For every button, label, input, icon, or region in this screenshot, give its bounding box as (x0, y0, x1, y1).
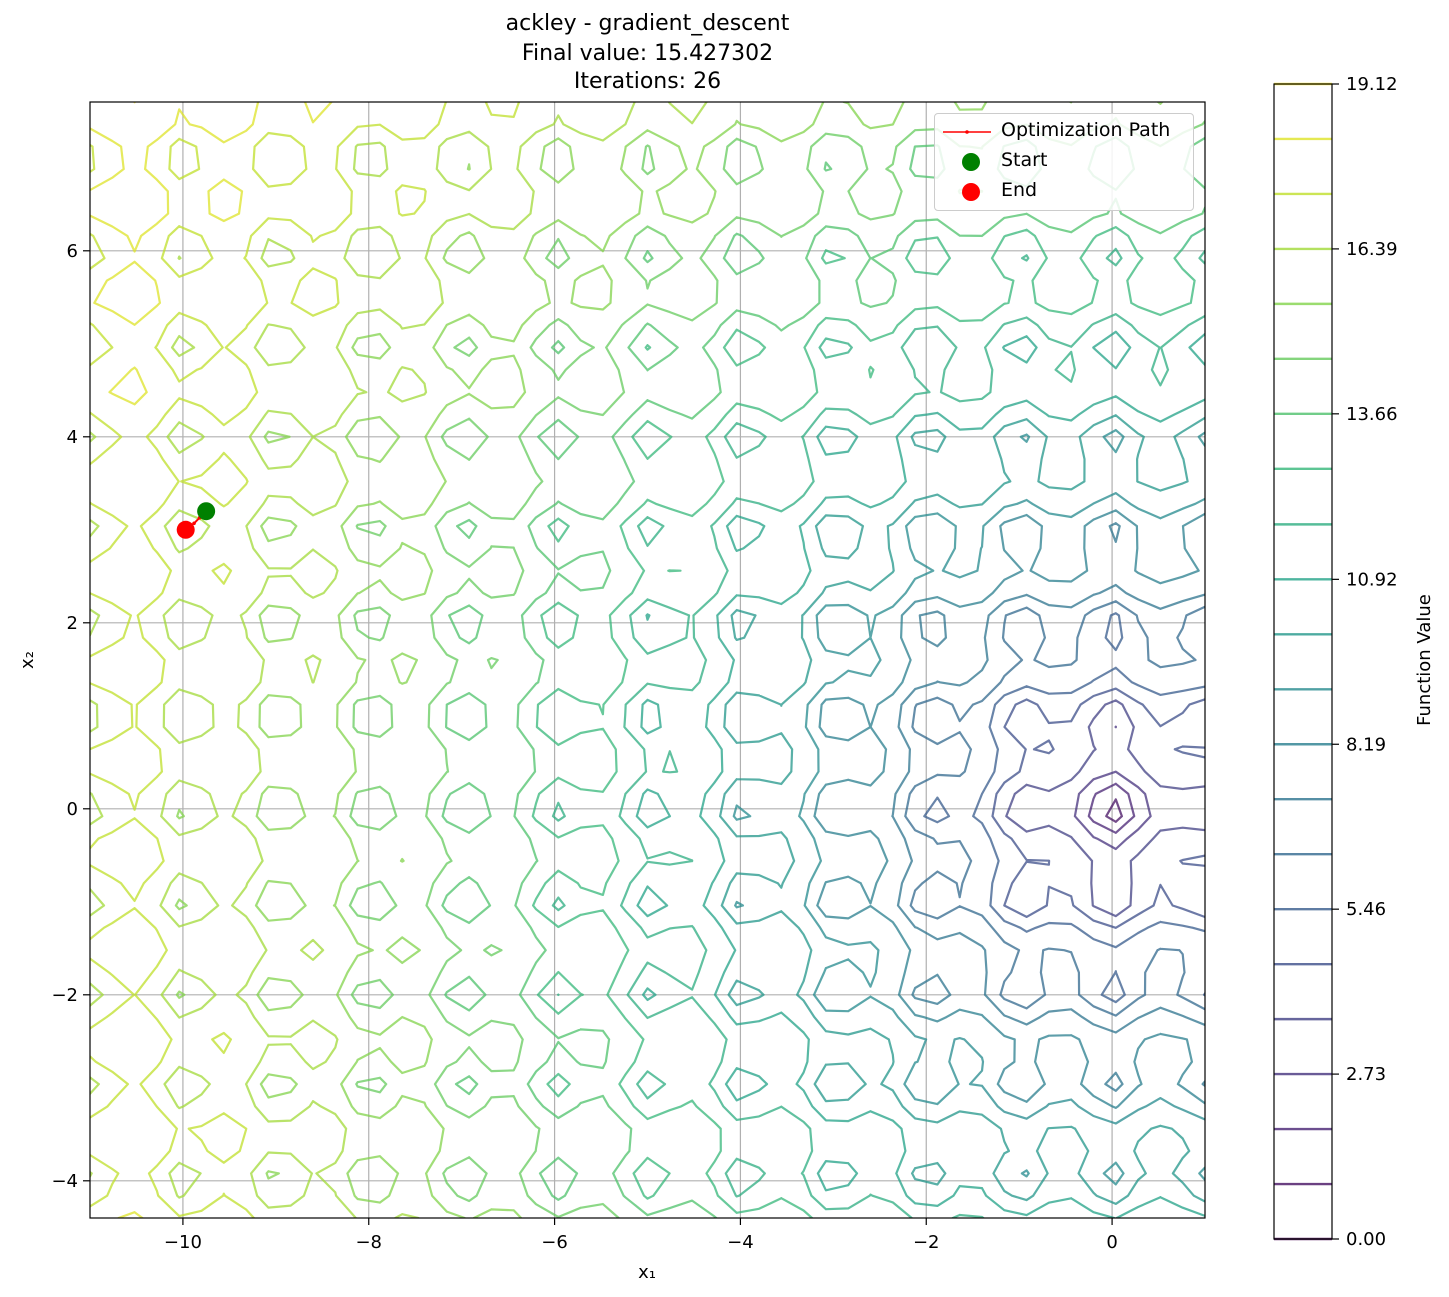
contour-level-line (891, 522, 1205, 1092)
colorbar-label: Function Value (1414, 594, 1435, 726)
contour-level-line (732, 429, 1205, 1186)
x-tick-label: −10 (164, 1232, 202, 1253)
colorbar-tick-label: 19.12 (1346, 74, 1398, 95)
colorbar-tick-label: 8.19 (1346, 734, 1386, 755)
x-axis-label: x₁ (638, 1262, 656, 1283)
colorbar-tick-label: 16.39 (1346, 239, 1398, 260)
start-marker (197, 502, 216, 521)
legend-label-start: Start (1001, 149, 1048, 171)
contour-level-line (90, 102, 708, 1218)
colorbar-frame (1273, 83, 1333, 1240)
x-tick-label: −4 (727, 1232, 754, 1253)
contour-level-line (90, 102, 333, 1218)
optimization-path-layer (176, 502, 216, 539)
y-tick-label: 6 (67, 241, 78, 262)
y-tick-label: −4 (51, 1171, 78, 1192)
y-tick-label: 0 (67, 799, 78, 820)
contour-level-line (1105, 798, 1123, 823)
legend-label-path: Optimization Path (1001, 119, 1171, 141)
x-tick-label: −8 (355, 1232, 382, 1253)
x-tick-label: −2 (913, 1232, 940, 1253)
legend: Optimization Path Start End (934, 113, 1194, 211)
chart-title-line-2: Final value: 15.427302 (521, 41, 774, 66)
colorbar-tick-label: 5.46 (1346, 899, 1386, 920)
x-tick-label: −6 (541, 1232, 568, 1253)
colorbar-tick-label: 13.66 (1346, 404, 1398, 425)
legend-path-swatch (943, 130, 991, 134)
legend-item-path: Optimization Path (935, 116, 1193, 146)
contour-level-line (531, 226, 1205, 1218)
contour-level-line (551, 247, 1205, 1218)
colorbar: 0.00 2.73 5.46 8.19 10.92 13.66 16.39 19.12 (1273, 74, 1398, 1250)
legend-item-end: End (935, 176, 1193, 206)
contour-level-line (813, 509, 1205, 1109)
contour-level-line (1073, 725, 1152, 851)
legend-end-swatch (962, 183, 980, 201)
y-axis-ticks: −4 −2 0 2 4 6 (51, 241, 90, 1192)
contour-level-line (441, 136, 1205, 1218)
contour-level-line (923, 612, 1205, 1004)
grid-lines (90, 102, 1205, 1218)
contour-level-line (90, 102, 521, 1218)
contour-level-line (174, 102, 1164, 1218)
plot-frame (89, 101, 1206, 1219)
chart-title-line-1: ackley - gradient_descent (505, 11, 790, 36)
legend-label-end: End (1001, 179, 1038, 201)
contour-level-line (348, 116, 1205, 1218)
contour-level-line (1087, 782, 1136, 834)
contour-lines (90, 102, 1205, 1218)
legend-start-swatch (962, 153, 980, 171)
y-tick-label: −2 (51, 985, 78, 1006)
y-tick-label: 2 (67, 613, 78, 634)
colorbar-tick-label: 2.73 (1346, 1064, 1386, 1085)
colorbar-tick-label: 0.00 (1346, 1229, 1386, 1250)
contour-level-line (904, 600, 1205, 1017)
x-tick-label: 0 (1106, 1232, 1117, 1253)
chart-title-line-3: Iterations: 26 (573, 69, 722, 94)
contour-level-line (1005, 699, 1205, 918)
contour-level-line (991, 687, 1205, 929)
y-tick-label: 4 (67, 427, 78, 448)
legend-item-start: Start (935, 146, 1193, 176)
contour-level-line (719, 414, 1205, 1205)
end-marker (176, 520, 195, 539)
optimization-path-point (192, 521, 196, 526)
x-axis-ticks: −10 −8 −6 −4 −2 0 (164, 1218, 1118, 1253)
contour-level-line (635, 330, 1205, 1218)
y-axis-label: x₂ (17, 651, 38, 669)
colorbar-tick-label: 10.92 (1346, 569, 1398, 590)
